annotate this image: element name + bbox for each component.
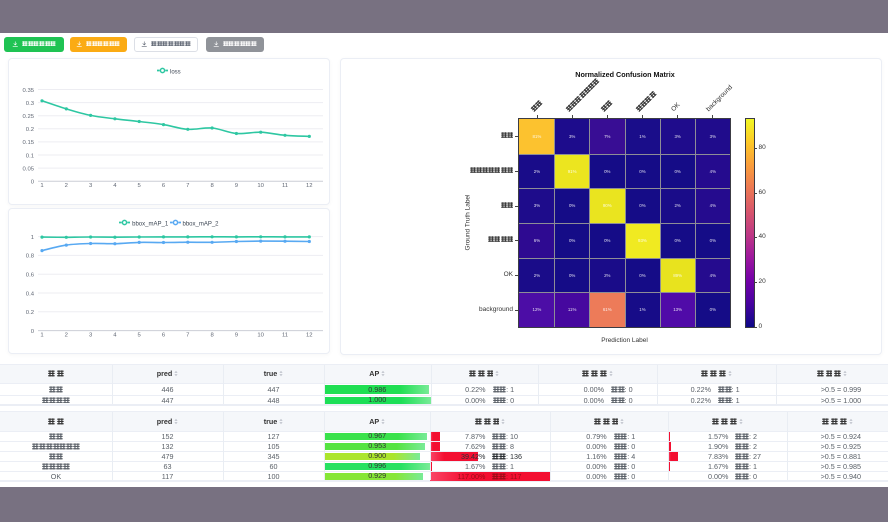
svg-text:0.05: 0.05 [23,166,35,172]
svg-text:12: 12 [306,333,313,339]
svg-text:7: 7 [186,333,189,339]
svg-text:0.4: 0.4 [26,291,35,297]
svg-text:0.8: 0.8 [26,254,35,260]
svg-text:4: 4 [113,333,117,339]
svg-text:6: 6 [162,183,166,189]
svg-text:2: 2 [65,183,68,189]
svg-text:0.2: 0.2 [26,127,34,133]
svg-text:1: 1 [40,333,43,339]
svg-text:3: 3 [89,183,93,189]
svg-text:11: 11 [282,333,288,339]
svg-text:2: 2 [65,333,68,339]
svg-text:12: 12 [306,183,313,189]
svg-text:8: 8 [210,183,214,189]
svg-text:5: 5 [138,183,142,189]
svg-text:7: 7 [186,183,189,189]
svg-text:8: 8 [210,333,214,339]
svg-text:0.25: 0.25 [23,114,35,120]
svg-text:9: 9 [235,333,238,339]
svg-text:0: 0 [31,329,35,335]
svg-text:0.6: 0.6 [26,273,35,279]
svg-text:0: 0 [31,179,35,185]
svg-text:1: 1 [40,183,43,189]
svg-text:10: 10 [257,183,264,189]
svg-text:6: 6 [162,333,166,339]
svg-text:0.1: 0.1 [26,153,34,159]
svg-text:0.35: 0.35 [23,87,35,93]
svg-text:9: 9 [235,183,238,189]
svg-text:10: 10 [257,333,264,339]
svg-text:1: 1 [31,235,34,241]
svg-text:0.15: 0.15 [23,140,35,146]
svg-text:4: 4 [113,183,117,189]
svg-text:3: 3 [89,333,93,339]
svg-text:0.2: 0.2 [26,310,34,316]
svg-text:11: 11 [282,183,288,189]
svg-text:5: 5 [138,333,142,339]
svg-text:0.3: 0.3 [26,100,35,106]
